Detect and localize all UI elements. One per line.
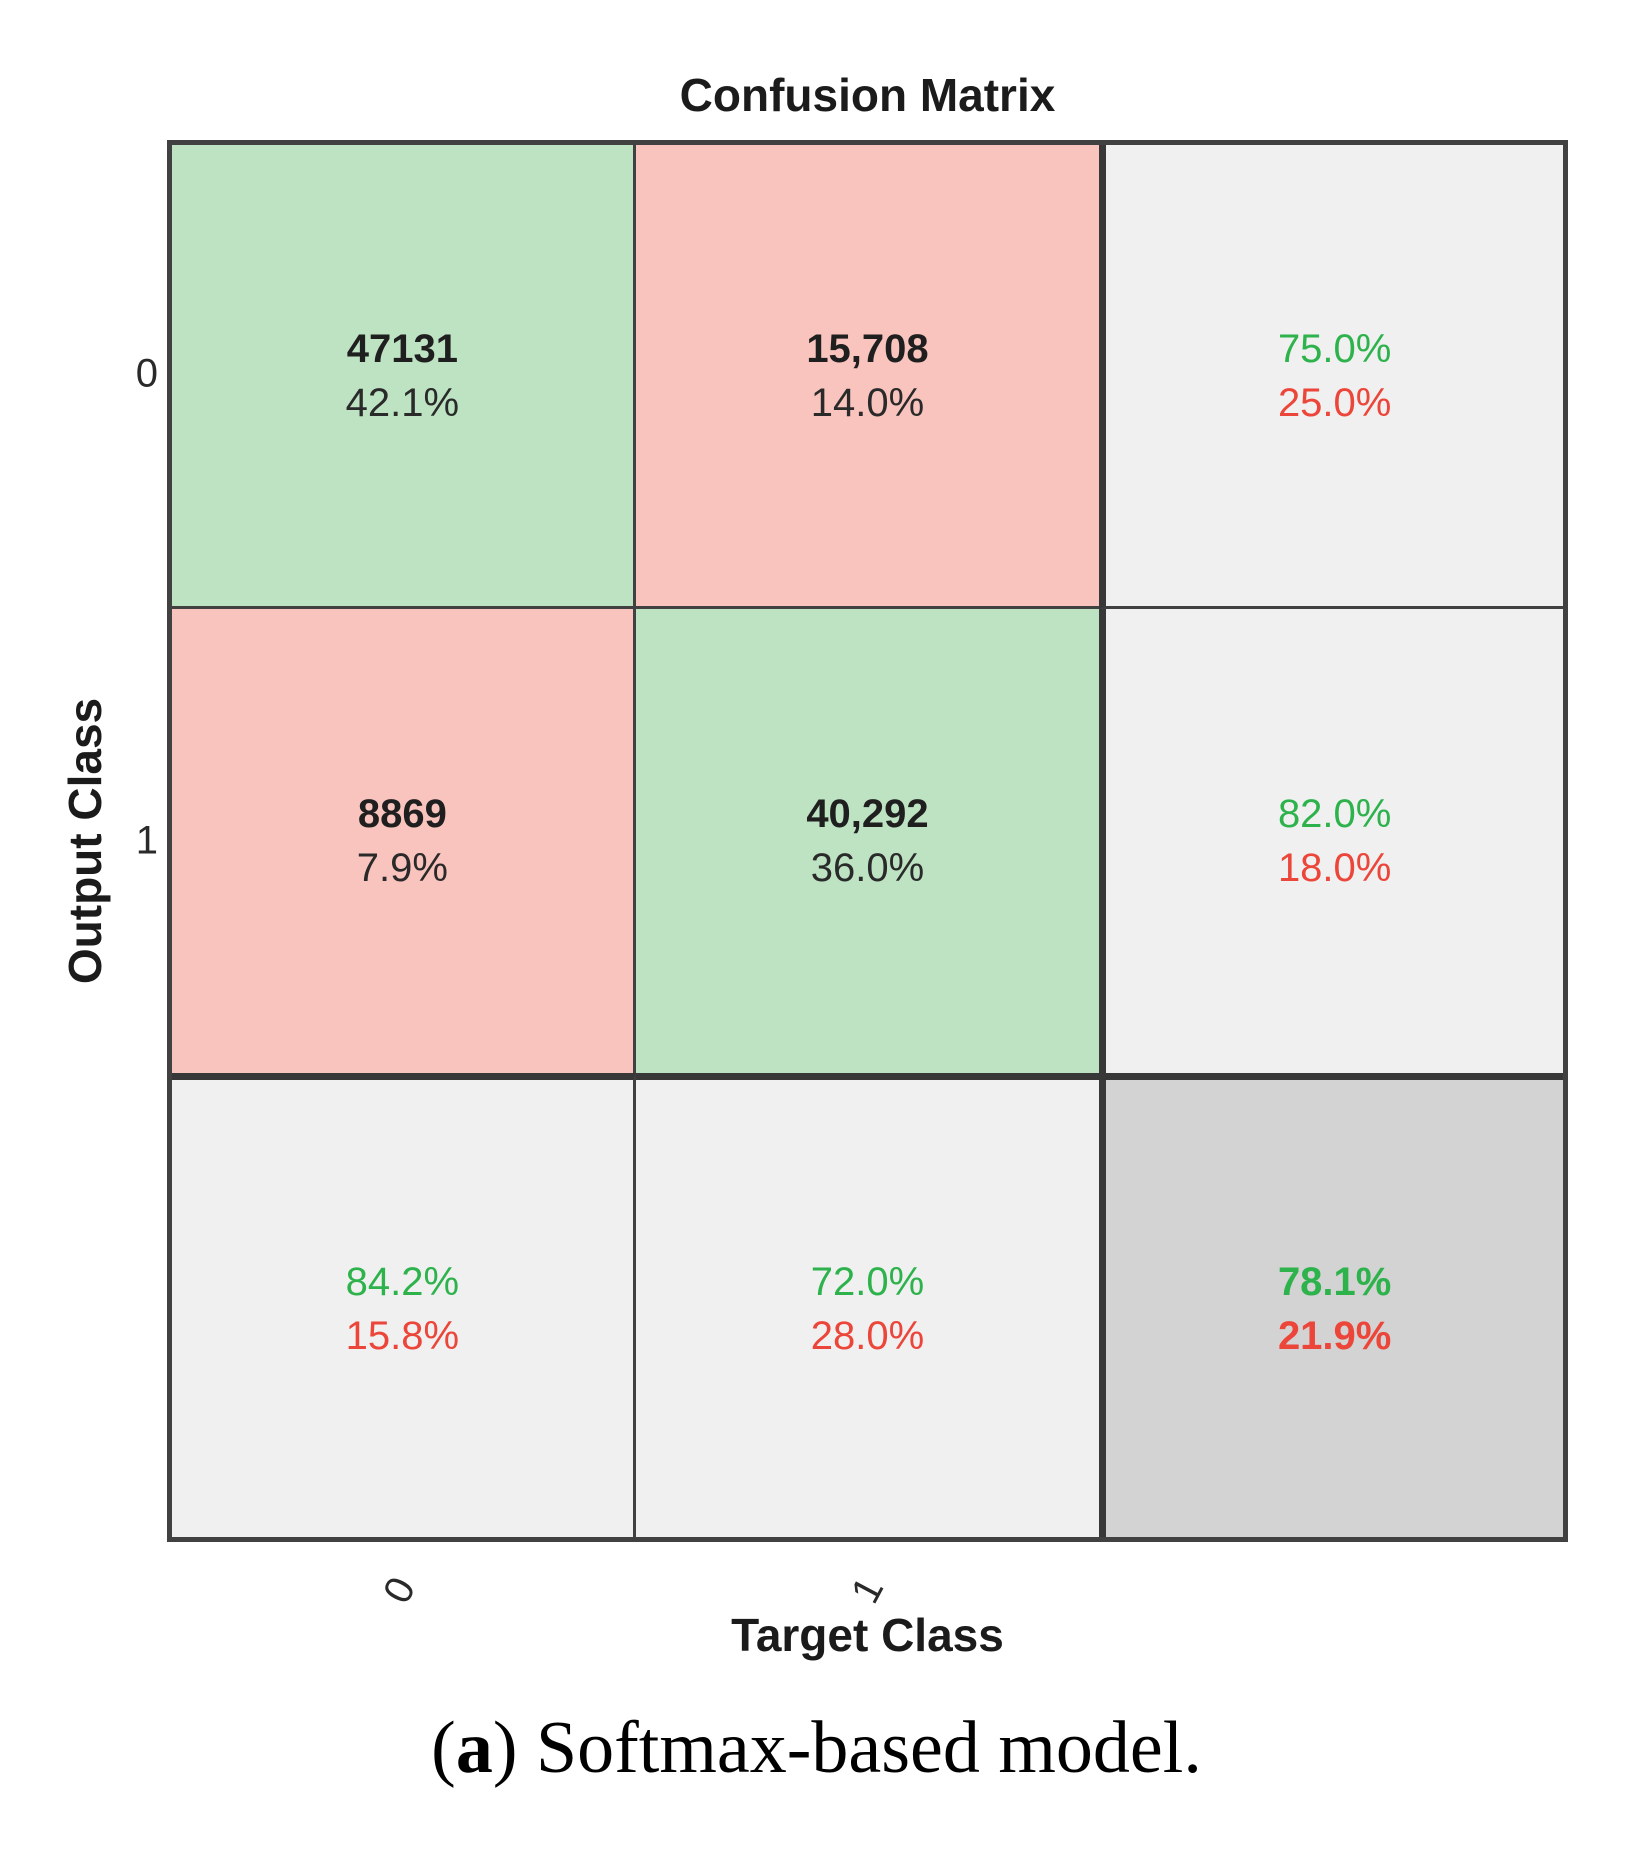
cell-output1-target1: 40,292 36.0%: [635, 609, 1100, 1073]
col-summary-1: 72.0% 28.0%: [635, 1073, 1100, 1537]
figure-caption: (a) Softmax-based model.: [0, 1706, 1633, 1791]
caption-text: ) Softmax-based model.: [492, 1707, 1202, 1789]
y-tick-0: 0: [135, 351, 158, 396]
chart-title: Confusion Matrix: [679, 69, 1056, 121]
x-axis-label: Target Class: [731, 1609, 1004, 1661]
cell-percent: 42.1%: [345, 380, 460, 425]
cell-percent: 14.0%: [810, 380, 925, 425]
overall-error: 21.9%: [1277, 1313, 1392, 1358]
overall-accuracy-cell: 78.1% 21.9%: [1099, 1073, 1563, 1537]
cell-output0-target1: 15,708 14.0%: [635, 145, 1100, 609]
row-summary-1: 82.0% 18.0%: [1099, 609, 1563, 1073]
col-summary-positive: 84.2%: [345, 1259, 460, 1304]
row-summary-positive: 75.0%: [1277, 326, 1392, 371]
overall-accuracy: 78.1%: [1277, 1259, 1392, 1304]
col-summary-negative: 15.8%: [345, 1313, 460, 1358]
cell-count: 8869: [357, 792, 447, 836]
col-summary-negative: 28.0%: [810, 1313, 925, 1358]
row-summary-positive: 82.0%: [1277, 792, 1392, 836]
row-summary-negative: 18.0%: [1277, 846, 1392, 890]
row-summary-negative: 25.0%: [1277, 380, 1392, 425]
row-summary-0: 75.0% 25.0%: [1099, 145, 1563, 609]
cell-count: 47131: [346, 326, 458, 371]
cell-count: 15,708: [806, 326, 929, 371]
cell-percent: 36.0%: [810, 846, 925, 890]
caption-letter: a: [455, 1707, 493, 1789]
col-summary-0: 84.2% 15.8%: [172, 1073, 636, 1537]
cell-percent: 7.9%: [356, 846, 448, 890]
y-tick-1: 1: [135, 818, 158, 863]
caption-open-paren: (: [431, 1707, 456, 1789]
col-summary-positive: 72.0%: [810, 1259, 925, 1304]
cell-output1-target0: 8869 7.9%: [172, 609, 636, 1073]
confusion-matrix-grid: 47131 42.1% 15,708 14.0% 75.0% 25.0% 886…: [167, 140, 1568, 1542]
cell-output0-target0: 47131 42.1%: [172, 145, 636, 609]
cell-count: 40,292: [806, 792, 929, 836]
